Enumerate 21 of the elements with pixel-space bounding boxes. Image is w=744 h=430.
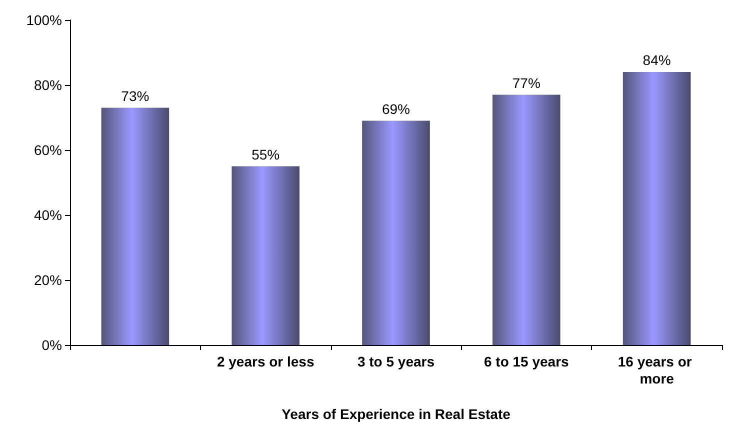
y-tick-label: 100%	[26, 12, 62, 28]
data-label: 73%	[121, 88, 150, 104]
bar	[492, 94, 560, 345]
y-tick-label: 20%	[34, 272, 62, 288]
bar	[232, 166, 300, 345]
x-tick-label: 2 years or less	[216, 354, 314, 370]
y-tick-label: 0%	[42, 337, 62, 353]
y-tick-label: 60%	[34, 142, 62, 158]
x-tick-label: 6 to 15 years	[484, 354, 570, 370]
data-label: 77%	[512, 74, 540, 91]
y-tick-label: 80%	[34, 77, 62, 93]
x-tick-label: 16 years or more	[618, 354, 696, 386]
x-tick-label: 3 to 5 years	[357, 354, 435, 370]
x-axis-title: Years of Experience in Real Estate	[282, 406, 511, 422]
data-label: 84%	[642, 52, 671, 68]
bar	[622, 72, 691, 345]
bar	[101, 108, 170, 345]
data-label: 69%	[382, 100, 410, 117]
bar	[362, 120, 430, 345]
y-tick-label: 40%	[34, 207, 62, 223]
data-label: 55%	[252, 146, 280, 162]
